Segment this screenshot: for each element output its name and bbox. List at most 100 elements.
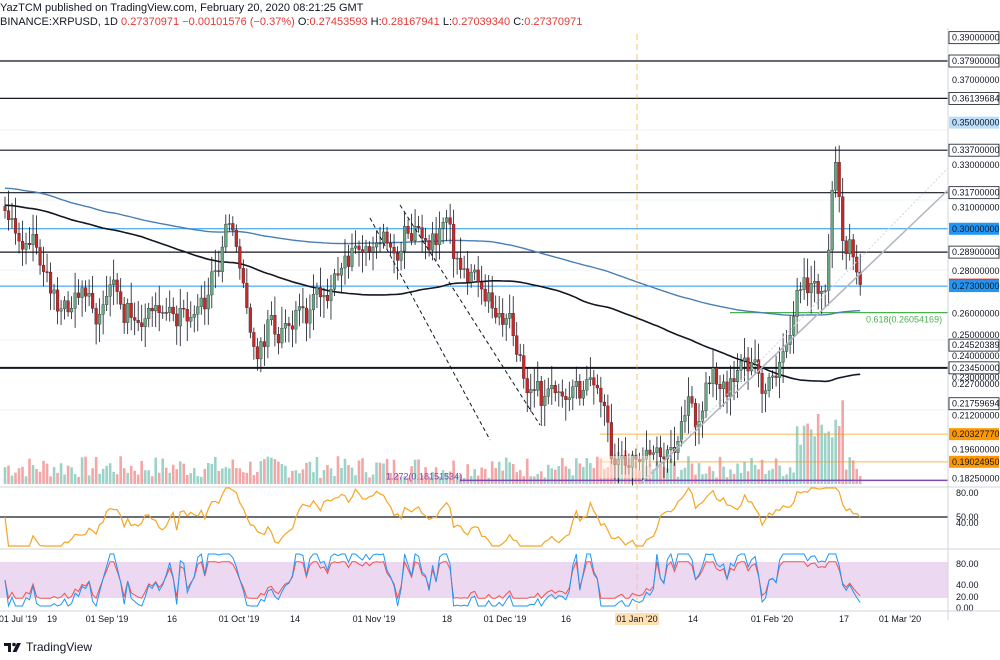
- time-axis-highlight: [615, 613, 659, 625]
- volume-bar: [84, 456, 87, 484]
- high-label: H:: [370, 16, 382, 28]
- candle-body: [287, 323, 291, 326]
- volume-bar: [298, 473, 301, 484]
- candle-body: [532, 389, 536, 391]
- candle-body: [434, 233, 438, 245]
- candle-body: [844, 240, 848, 254]
- volume-bar: [568, 468, 571, 484]
- high-value: 0.28167941: [381, 16, 440, 28]
- candle-body: [413, 226, 417, 241]
- candle-body: [648, 449, 652, 455]
- candle-body: [283, 323, 287, 329]
- volume-bar: [546, 464, 550, 484]
- volume-bar: [490, 461, 494, 484]
- volume-bar: [350, 467, 354, 484]
- candle-body: [196, 306, 200, 315]
- candle-body: [560, 391, 564, 397]
- volume-bar: [364, 472, 368, 484]
- candle-body: [476, 269, 480, 283]
- candle-body: [45, 271, 49, 273]
- volume-bar: [732, 473, 736, 484]
- candle-body: [567, 397, 571, 400]
- candle-body: [487, 292, 491, 302]
- publish-info: YazTCM published on TradingView.com, Feb…: [0, 2, 364, 14]
- price-axis: 0.39000000 0.37900000 0.37000000 0.36139684…: [947, 28, 1000, 620]
- time-axis-label: 16: [561, 614, 571, 624]
- volume-bar: [133, 470, 136, 484]
- volume-bar: [564, 466, 568, 484]
- volume-bar: [21, 466, 24, 484]
- volume-bar: [669, 458, 673, 484]
- candle-body: [455, 257, 459, 260]
- candle-body: [304, 307, 308, 324]
- volume-bar: [592, 467, 596, 484]
- candle-body: [133, 317, 137, 321]
- candle-body: [115, 279, 119, 292]
- candle-body: [669, 447, 673, 450]
- volume-bar: [308, 461, 312, 484]
- candle-body: [438, 227, 442, 245]
- volume-bar: [221, 468, 224, 484]
- volume-bar: [557, 466, 561, 484]
- candle-body: [515, 335, 519, 355]
- candle-body: [217, 270, 221, 272]
- time-axis-label: 01 Nov '19: [353, 614, 396, 624]
- volume-bar: [375, 462, 378, 484]
- candle-body: [70, 308, 74, 313]
- candle-body: [168, 306, 172, 313]
- tradingview-logo[interactable]: TradingView: [4, 640, 92, 654]
- candle-body: [693, 403, 698, 428]
- candle-body: [508, 313, 512, 319]
- rsi-axis-label: 50.00: [956, 512, 979, 522]
- volume-bar: [368, 477, 371, 484]
- candle-body: [841, 196, 845, 241]
- volume-bar: [652, 469, 655, 484]
- time-axis-label: 01 Sep '19: [86, 614, 129, 624]
- price-tag: [949, 428, 999, 441]
- symbol-name: BINANCE:XRPUSD, 1D: [0, 16, 118, 28]
- volume-bar: [245, 472, 249, 484]
- time-axis-label: 19: [47, 614, 57, 624]
- volume-bar: [182, 463, 186, 484]
- volume-bar: [459, 474, 462, 484]
- volume-bar: [743, 461, 746, 484]
- candle-body: [105, 296, 109, 305]
- candle-body: [276, 334, 280, 344]
- volume-bar: [596, 456, 599, 484]
- candle-body: [245, 282, 249, 308]
- volume-bar: [690, 463, 694, 484]
- volume-bar: [119, 456, 122, 484]
- volume-bar: [795, 426, 799, 484]
- volume-bar: [399, 477, 403, 484]
- volume-bar: [354, 475, 357, 484]
- rsi-line: [4, 486, 861, 547]
- candle-body: [343, 255, 347, 269]
- volume-bar: [687, 456, 690, 484]
- volume-bar: [389, 472, 392, 484]
- price-tag: [949, 280, 999, 293]
- volume-bar: [466, 464, 469, 484]
- volume-bar: [841, 400, 844, 484]
- candle-body: [403, 226, 407, 252]
- candle-body: [848, 239, 852, 254]
- candle-body: [757, 359, 761, 374]
- volume-bar: [66, 465, 70, 484]
- volume-bar: [164, 467, 168, 484]
- candle-body: [399, 250, 403, 261]
- volume-bar: [143, 470, 147, 484]
- time-axis-label: 14: [290, 614, 300, 624]
- candle-body: [679, 421, 684, 442]
- chart-canvas[interactable]: 1.272(0.18151534) 0.618(0.26054169) 0.390…: [0, 0, 1000, 636]
- candle-body: [483, 288, 487, 302]
- volume-bar: [396, 474, 399, 484]
- rsi-axis-label: 80.00: [956, 488, 979, 498]
- candle-body: [308, 309, 312, 324]
- volume-bar: [511, 463, 515, 484]
- candle-body: [739, 360, 743, 371]
- volume-bar: [112, 471, 115, 484]
- candle-body: [241, 268, 245, 284]
- price-axis-label: 0.33000000: [952, 160, 1000, 170]
- volume-bar: [59, 463, 63, 484]
- candle-body: [161, 312, 165, 314]
- volume-bar: [392, 459, 396, 484]
